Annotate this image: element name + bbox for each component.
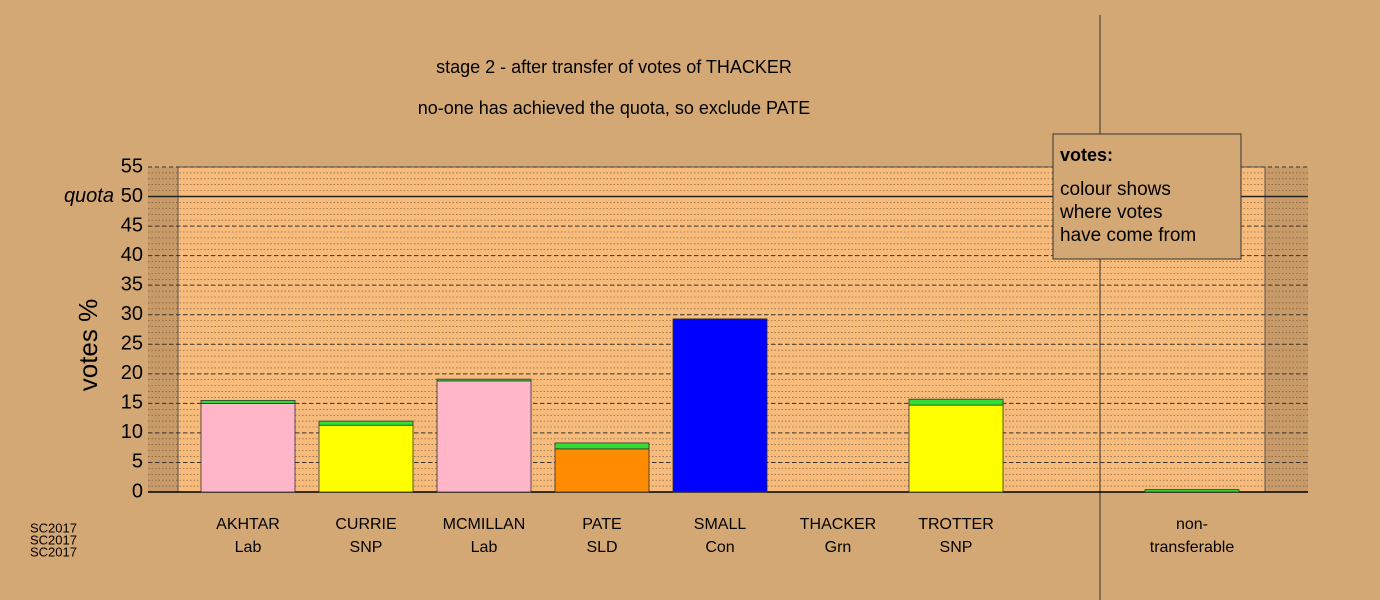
- bar-segment: [554, 442, 650, 450]
- y-tick-label: 35: [121, 273, 143, 295]
- y-tick-label: 20: [121, 362, 143, 384]
- y-tick-label: 5: [132, 451, 143, 473]
- x-tick-label: Grn: [825, 539, 852, 556]
- footer: SC2017: [30, 520, 77, 535]
- legend-box: [1052, 133, 1242, 260]
- bar-segment: [908, 398, 1004, 406]
- y-axis-label: votes %: [73, 299, 103, 392]
- x-tick-label: SLD: [586, 539, 617, 556]
- y-tick-label: 25: [121, 333, 143, 355]
- legend-text: where votes: [1059, 202, 1162, 223]
- chart-subtitle: no-one has achieved the quota, so exclud…: [418, 98, 811, 118]
- y-tick-label: 0: [132, 480, 143, 502]
- legend: votes: colour shows where votes have com…: [1052, 133, 1242, 260]
- x-tick-label: CURRIE: [335, 516, 396, 533]
- bar-segment: [200, 400, 296, 404]
- bar-segment: [908, 404, 1004, 493]
- y-tick-label: 50: [121, 185, 143, 207]
- bar-segment: [318, 420, 414, 426]
- y-tick-label: 40: [121, 244, 143, 266]
- x-tick-label: SNP: [350, 539, 383, 556]
- y-tick-label: 30: [121, 303, 143, 325]
- footer: SC2017: [30, 544, 77, 559]
- x-tick-label: Con: [705, 539, 734, 556]
- x-tick-label: Lab: [471, 539, 498, 556]
- bar-segment: [554, 448, 650, 493]
- legend-title: votes:: [1060, 145, 1113, 165]
- y-tick-label: 45: [121, 214, 143, 236]
- x-tick-label: MCMILLAN: [443, 516, 526, 533]
- x-tick-label: transferable: [1150, 539, 1235, 556]
- x-tick-label: PATE: [582, 516, 621, 533]
- x-tick-label: Lab: [235, 539, 262, 556]
- y-tick-label: 15: [121, 392, 143, 414]
- bar-segment: [318, 424, 414, 493]
- bar-segment: [436, 380, 532, 493]
- x-tick-label: SMALL: [694, 516, 747, 533]
- y-tick-label: 10: [121, 421, 143, 443]
- bar-segment: [200, 402, 296, 493]
- legend-text: colour shows: [1060, 179, 1171, 200]
- x-tick-label: THACKER: [800, 516, 876, 533]
- legend-text: have come from: [1060, 225, 1196, 246]
- x-tick-label: non-: [1176, 516, 1208, 533]
- x-tick-label: TROTTER: [918, 516, 994, 533]
- x-tick-label: AKHTAR: [216, 516, 280, 533]
- bar-segment: [436, 378, 532, 382]
- y-tick-label: 55: [121, 155, 143, 177]
- chart-title: stage 2 - after transfer of votes of THA…: [436, 57, 792, 77]
- bar-segment: [672, 318, 768, 493]
- bar-segment: [1144, 489, 1240, 493]
- y-tick-label: quota: [64, 185, 114, 207]
- footer: SC2017: [30, 532, 77, 547]
- x-tick-label: SNP: [940, 539, 973, 556]
